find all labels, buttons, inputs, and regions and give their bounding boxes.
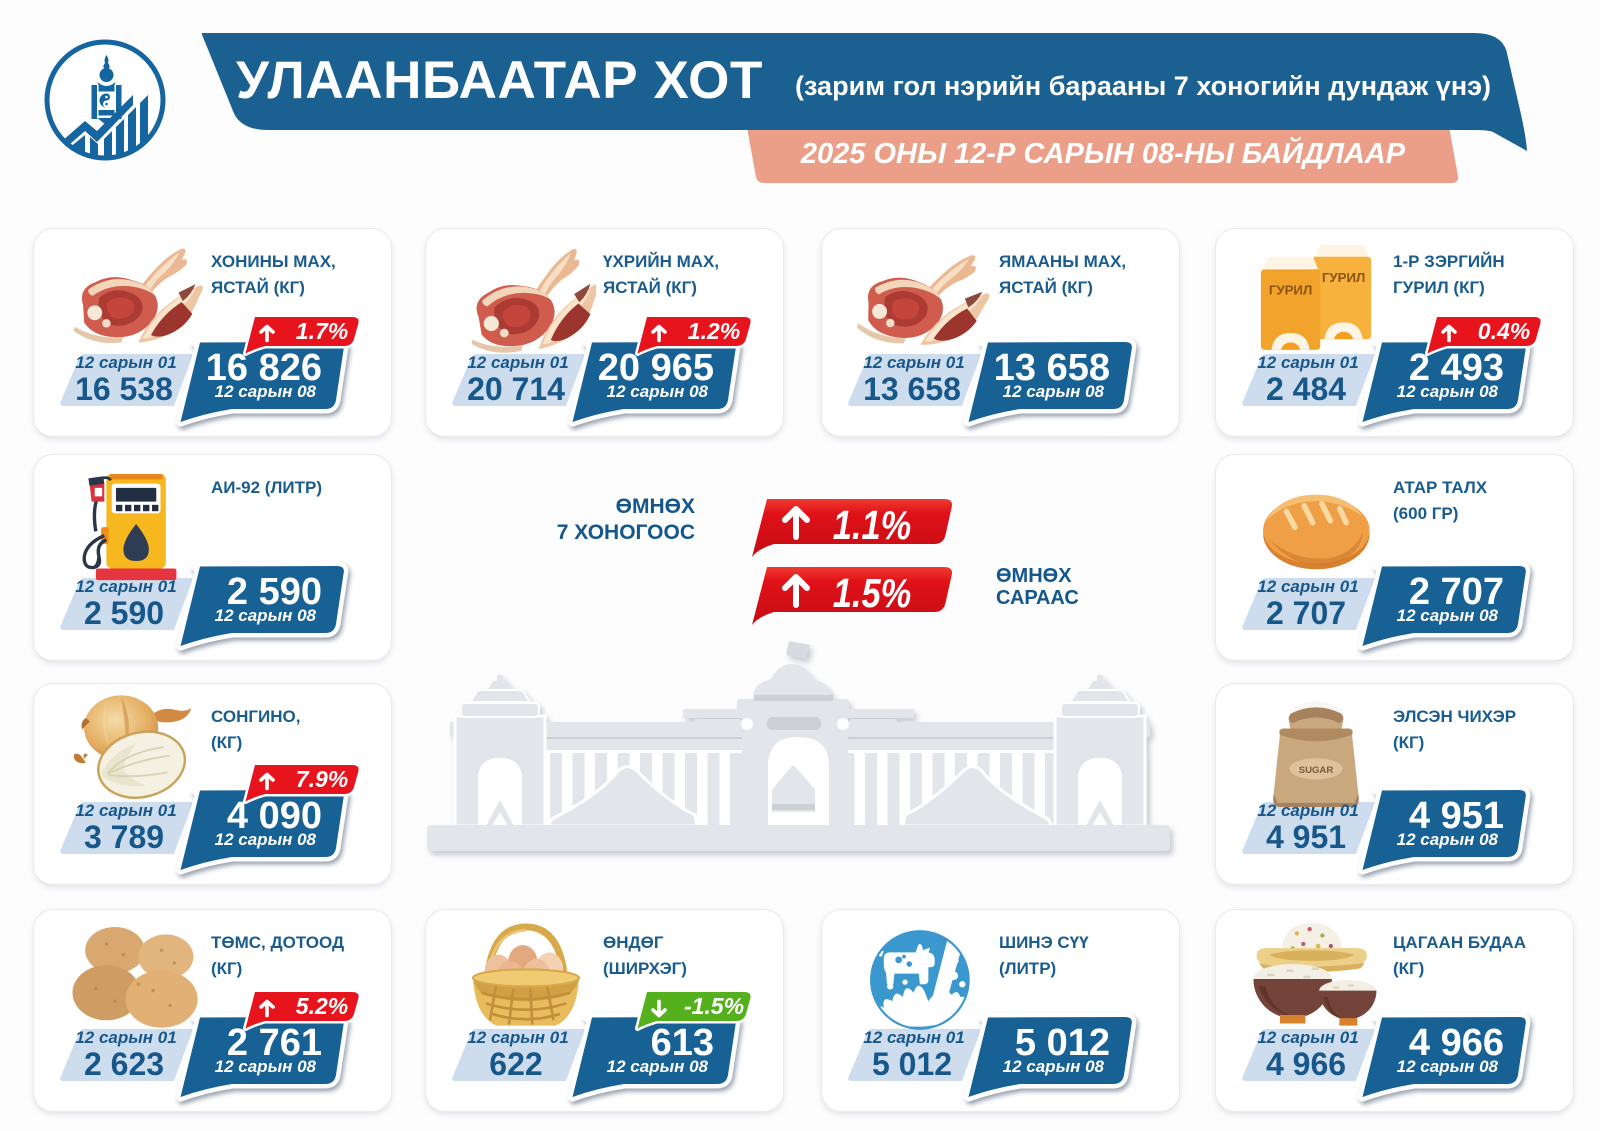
svg-text:ГУРИЛ: ГУРИЛ bbox=[1322, 270, 1365, 285]
svg-text:ГУРИЛ: ГУРИЛ bbox=[1269, 283, 1312, 298]
svg-text:SUGAR: SUGAR bbox=[1299, 765, 1334, 776]
